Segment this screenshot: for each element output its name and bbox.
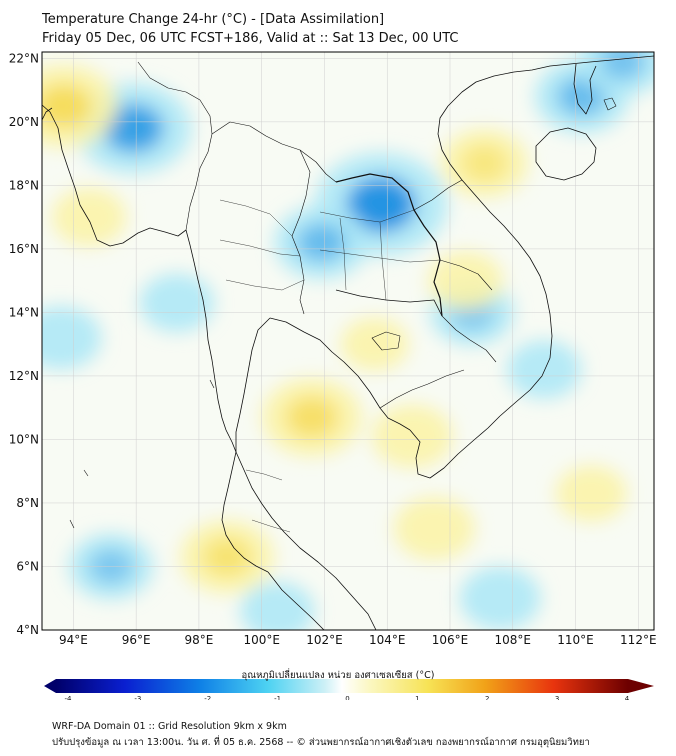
colorbar-gradient bbox=[56, 679, 628, 693]
lon-tick-label: 104°E bbox=[369, 633, 406, 647]
longitude-axis: 94°E 96°E 98°E 100°E 102°E 104°E 106°E 108°E 110… bbox=[59, 633, 657, 647]
lat-tick-label: 20°N bbox=[9, 115, 39, 129]
temperature-map[interactable]: 94°E 96°E 98°E 100°E 102°E 104°E 106°E 108°E 110… bbox=[0, 0, 676, 700]
colorbar-tick-label: 0 bbox=[345, 695, 349, 700]
colorbar-tick-label: 1 bbox=[415, 695, 419, 700]
cold-anomaly bbox=[139, 273, 215, 333]
lat-tick-label: 14°N bbox=[9, 305, 39, 319]
warm-anomaly-core bbox=[202, 537, 252, 577]
warm-anomaly bbox=[428, 251, 503, 310]
warm-anomaly bbox=[340, 317, 409, 371]
cold-anomaly-core bbox=[599, 52, 646, 80]
map-frame bbox=[41, 51, 655, 631]
warm-anomaly bbox=[393, 496, 475, 561]
colorbar-tick-label: 4 bbox=[625, 695, 630, 700]
cold-anomaly-core bbox=[102, 103, 164, 153]
lon-tick-label: 102°E bbox=[306, 633, 343, 647]
lat-tick-label: 18°N bbox=[9, 178, 39, 192]
warm-anomaly bbox=[555, 465, 627, 522]
lat-tick-label: 4°N bbox=[16, 623, 39, 637]
lon-tick-label: 112°E bbox=[620, 633, 657, 647]
cold-anomaly bbox=[459, 566, 541, 630]
cold-anomaly bbox=[42, 306, 102, 370]
cold-anomaly bbox=[240, 581, 315, 630]
map-title: Temperature Change 24-hr (°C) - [Data As… bbox=[42, 12, 385, 27]
warm-anomaly-core bbox=[285, 396, 339, 439]
lon-tick-label: 98°E bbox=[184, 633, 213, 647]
colorbar: -4 -3 -2 -1 0 1 2 3 4 bbox=[44, 679, 654, 700]
map-subtitle: Friday 05 Dec, 06 UTC FCST+186, Valid at… bbox=[42, 31, 459, 46]
colorbar-tick-label: -2 bbox=[204, 695, 211, 700]
lon-tick-label: 94°E bbox=[59, 633, 88, 647]
colorbar-label: อุณหภูมิเปลี่ยนแปลง หน่วย องศาเซลเซียส (… bbox=[241, 670, 435, 681]
lon-tick-label: 96°E bbox=[122, 633, 151, 647]
colorbar-tick-label: 2 bbox=[485, 695, 489, 700]
lat-tick-label: 16°N bbox=[9, 242, 39, 256]
lon-tick-label: 108°E bbox=[495, 633, 532, 647]
colorbar-tick-label: 3 bbox=[555, 695, 559, 700]
warm-anomaly-core bbox=[42, 83, 92, 129]
cold-anomaly bbox=[506, 340, 582, 399]
graticule bbox=[42, 52, 654, 630]
cold-anomaly-core bbox=[346, 176, 416, 233]
lon-tick-label: 106°E bbox=[432, 633, 469, 647]
lat-tick-label: 12°N bbox=[9, 369, 39, 383]
cold-anomaly-core bbox=[296, 222, 346, 263]
credit-line: ปรับปรุงข้อมูล ณ เวลา 13:00น. วัน ศ. ที่… bbox=[52, 737, 590, 748]
warm-anomaly bbox=[51, 187, 127, 247]
coastlines-and-borders bbox=[42, 55, 654, 630]
lon-tick-label: 110°E bbox=[557, 633, 594, 647]
colorbar-tick-label: -3 bbox=[134, 695, 141, 700]
warm-anomaly-core bbox=[461, 144, 508, 182]
anomaly-field bbox=[42, 52, 654, 630]
colorbar-max-arrow bbox=[628, 679, 654, 693]
colorbar-tick-label: -4 bbox=[65, 695, 73, 700]
latitude-axis: 22°N 20°N 18°N 16°N 14°N 12°N 10°N 8°N 6°N 4°N bbox=[9, 51, 39, 637]
warm-anomaly bbox=[371, 404, 453, 468]
lat-tick-label: 22°N bbox=[9, 51, 39, 65]
colorbar-tick-label: -1 bbox=[274, 695, 281, 700]
model-info: WRF-DA Domain 01 :: Grid Resolution 9km … bbox=[52, 721, 287, 732]
lon-tick-label: 100°E bbox=[243, 633, 280, 647]
lat-tick-label: 10°N bbox=[9, 432, 39, 446]
colorbar-min-arrow bbox=[44, 679, 56, 693]
lat-tick-label: 8°N bbox=[16, 496, 39, 510]
lat-tick-label: 6°N bbox=[16, 559, 39, 573]
